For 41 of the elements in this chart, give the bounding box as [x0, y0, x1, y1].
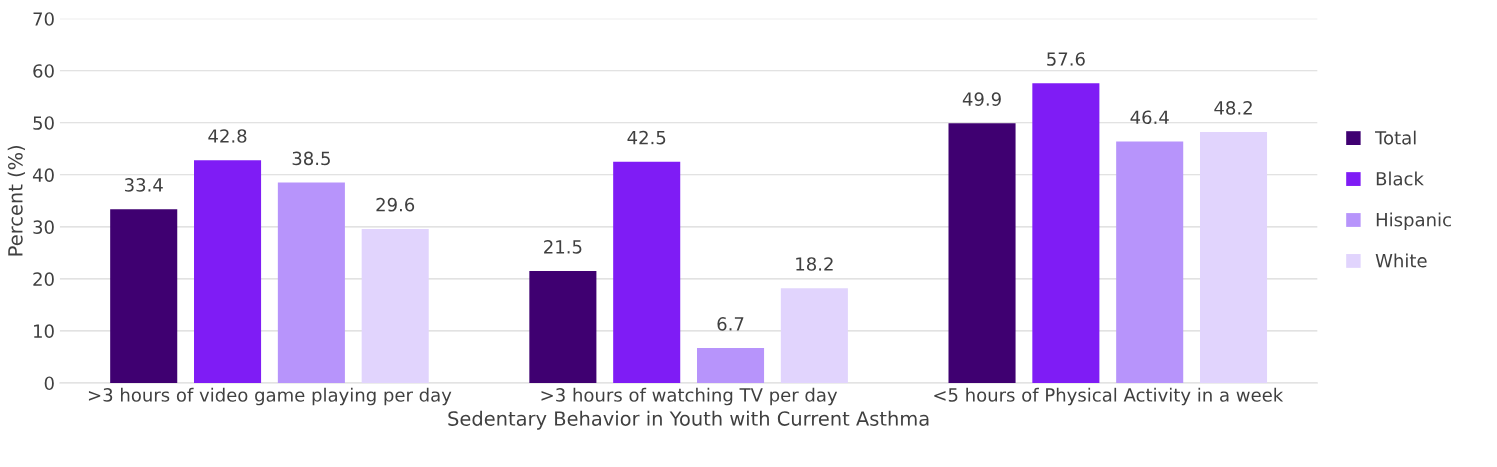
- bar: [361, 228, 429, 383]
- bar: [1200, 132, 1268, 383]
- y-axis-title: Percent (%): [7, 145, 26, 256]
- legend-label: White: [1375, 253, 1427, 268]
- bar: [697, 348, 765, 383]
- data-label: 29.6: [376, 197, 415, 212]
- data-label: 57.6: [1047, 52, 1085, 66]
- data-label: 46.4: [1130, 110, 1169, 125]
- y-tick-label: 60: [33, 64, 54, 78]
- data-label: 38.5: [292, 151, 330, 166]
- bar: [194, 160, 262, 383]
- y-tick-label: 0: [44, 376, 54, 391]
- legend-label: Total: [1375, 130, 1416, 145]
- bar: [1116, 141, 1184, 383]
- y-tick-label: 50: [33, 116, 54, 130]
- legend-label: Hispanic: [1376, 212, 1451, 231]
- y-tick-label: 10: [34, 324, 54, 339]
- bar: [780, 288, 848, 383]
- x-tick-label: <5 hours of Physical Activity in a week: [934, 387, 1284, 406]
- x-tick-label: >3 hours of video game playing per day: [88, 387, 452, 406]
- x-axis-title: Sedentary Behavior in Youth with Current Asthma: [448, 410, 929, 430]
- data-label: 42.5: [627, 130, 666, 145]
- data-label: 18.2: [796, 257, 833, 271]
- data-label: 42.8: [208, 129, 247, 143]
- y-tick-label: 70: [33, 12, 54, 26]
- legend-label: Black: [1376, 171, 1424, 186]
- x-tick-label: >3 hours of watching TV per day: [541, 387, 838, 406]
- data-label: 21.5: [544, 240, 582, 254]
- bar: [948, 123, 1016, 383]
- data-label: 33.4: [124, 178, 163, 192]
- data-label: 6.7: [717, 317, 744, 331]
- bar: [613, 161, 681, 383]
- bar: [529, 271, 597, 383]
- bar: [110, 209, 178, 383]
- bar: [1032, 83, 1100, 383]
- y-tick-label: 20: [33, 272, 54, 286]
- bar: [277, 182, 345, 383]
- y-tick-label: 40: [32, 168, 54, 182]
- y-tick-label: 30: [33, 220, 54, 234]
- data-label: 48.2: [1214, 101, 1252, 115]
- data-label: 49.9: [962, 92, 1001, 106]
